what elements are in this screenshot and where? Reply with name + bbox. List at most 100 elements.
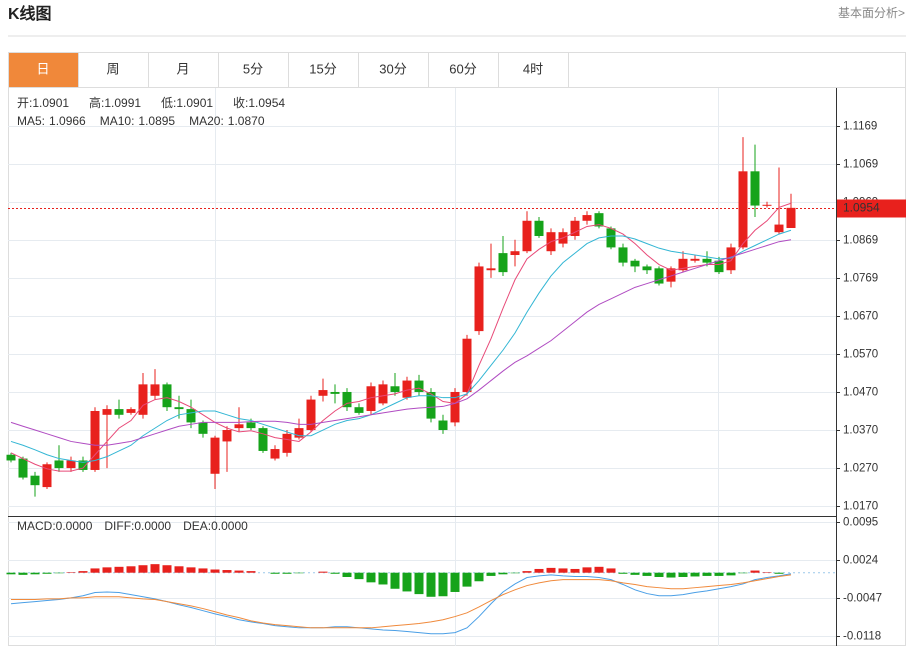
candle-body bbox=[306, 399, 316, 431]
candle-body bbox=[414, 380, 424, 392]
y-tick-label: -0.0047 bbox=[843, 593, 882, 605]
macd-bar bbox=[366, 572, 376, 583]
legend-value: 0.0000 bbox=[211, 519, 248, 533]
macd-bar bbox=[606, 568, 616, 573]
candle-body bbox=[54, 460, 64, 469]
macd-bar bbox=[594, 566, 604, 573]
legend-name: DIFF: bbox=[104, 519, 134, 533]
candle-body bbox=[402, 380, 412, 398]
candle-body bbox=[426, 391, 436, 419]
macd-bar bbox=[174, 566, 184, 573]
y-tick-label: 1.1069 bbox=[843, 159, 878, 171]
candle-body bbox=[30, 475, 40, 486]
macd-bar bbox=[294, 572, 304, 574]
candle-body bbox=[366, 386, 376, 411]
y-tick-label: 1.0270 bbox=[843, 463, 878, 475]
candle-body bbox=[378, 384, 388, 404]
tab[interactable] bbox=[428, 52, 499, 88]
tab[interactable] bbox=[148, 52, 219, 88]
candle-body bbox=[450, 391, 460, 423]
tab[interactable] bbox=[498, 52, 569, 88]
macd-bar bbox=[414, 572, 424, 595]
legend-value: 1.0966 bbox=[49, 114, 86, 128]
candle-body bbox=[438, 420, 448, 431]
y-tick-label: 1.0670 bbox=[843, 311, 878, 323]
macd-bar bbox=[270, 572, 280, 574]
ma-line bbox=[10, 202, 792, 472]
ohlc-label: 高: bbox=[89, 95, 104, 110]
macd-bar bbox=[558, 568, 568, 573]
macd-bar bbox=[42, 572, 52, 574]
tab-label[interactable]: 周 bbox=[106, 61, 119, 76]
tab[interactable] bbox=[8, 52, 79, 88]
ma-line bbox=[10, 239, 792, 446]
macd-bar bbox=[654, 572, 664, 577]
candle-body bbox=[702, 258, 712, 263]
tab-label[interactable]: 5分 bbox=[243, 61, 263, 76]
tab-label[interactable]: 15分 bbox=[309, 61, 336, 76]
last-price-label: 1.0954 bbox=[843, 201, 880, 215]
candle-body bbox=[690, 258, 700, 261]
candle-body bbox=[534, 220, 544, 236]
y-tick-label: 1.0370 bbox=[843, 425, 878, 437]
tab-label[interactable]: 日 bbox=[36, 61, 49, 76]
candle-body bbox=[486, 268, 496, 271]
macd-bar bbox=[66, 572, 76, 573]
candle-body bbox=[738, 171, 748, 248]
candle-body bbox=[162, 384, 172, 408]
macd-bar bbox=[774, 572, 784, 574]
legend-value: 0.0000 bbox=[56, 519, 93, 533]
macd-bar bbox=[678, 572, 688, 577]
tab-label[interactable]: 60分 bbox=[449, 61, 476, 76]
candle-body bbox=[114, 409, 124, 415]
candle-body bbox=[258, 428, 268, 451]
legend-value: 1.0870 bbox=[228, 114, 265, 128]
macd-bar bbox=[438, 572, 448, 597]
candle-body bbox=[42, 464, 52, 488]
tab-label[interactable]: 月 bbox=[176, 61, 189, 76]
tab-label[interactable]: 30分 bbox=[379, 61, 406, 76]
candle-body bbox=[762, 204, 772, 206]
tab[interactable] bbox=[288, 52, 359, 88]
candle-body bbox=[630, 260, 640, 267]
macd-bar bbox=[150, 564, 160, 573]
macd-bar bbox=[390, 572, 400, 589]
macd-bar bbox=[114, 566, 124, 573]
tab[interactable] bbox=[78, 52, 149, 88]
y-tick-label: 1.0769 bbox=[843, 273, 878, 285]
candle-body bbox=[774, 224, 784, 233]
macd-bar bbox=[462, 572, 472, 587]
macd-bar bbox=[510, 572, 520, 574]
macd-line bbox=[10, 573, 792, 635]
macd-bar bbox=[30, 572, 40, 575]
macd-bar bbox=[750, 570, 760, 573]
macd-bar bbox=[186, 567, 196, 573]
macd-bar bbox=[450, 572, 460, 592]
macd-bar bbox=[162, 565, 172, 573]
legend-name: MA5: bbox=[17, 114, 45, 128]
candle-body bbox=[222, 430, 232, 442]
macd-bar bbox=[522, 571, 532, 573]
candle-body bbox=[90, 410, 100, 470]
candle-body bbox=[474, 266, 484, 332]
candle-body bbox=[138, 384, 148, 415]
macd-bar bbox=[138, 565, 148, 573]
macd-bar bbox=[642, 572, 652, 576]
candle-body bbox=[210, 437, 220, 474]
macd-bar bbox=[474, 572, 484, 582]
candle-body bbox=[246, 422, 256, 429]
legend-name: DEA: bbox=[183, 519, 211, 533]
candle-body bbox=[6, 454, 16, 461]
legend-name: MA10: bbox=[100, 114, 135, 128]
macd-bar bbox=[630, 572, 640, 575]
macd-bar bbox=[690, 572, 700, 577]
candle-body bbox=[282, 433, 292, 453]
macd-bar bbox=[582, 567, 592, 573]
candle-body bbox=[654, 268, 664, 284]
macd-bar bbox=[546, 567, 556, 573]
legend-value: 0.0000 bbox=[134, 519, 171, 533]
tab-label[interactable]: 4时 bbox=[523, 61, 543, 76]
candle-body bbox=[318, 390, 328, 396]
macd-bar bbox=[18, 572, 28, 575]
analysis-link[interactable]: 基本面分析> bbox=[838, 6, 905, 20]
